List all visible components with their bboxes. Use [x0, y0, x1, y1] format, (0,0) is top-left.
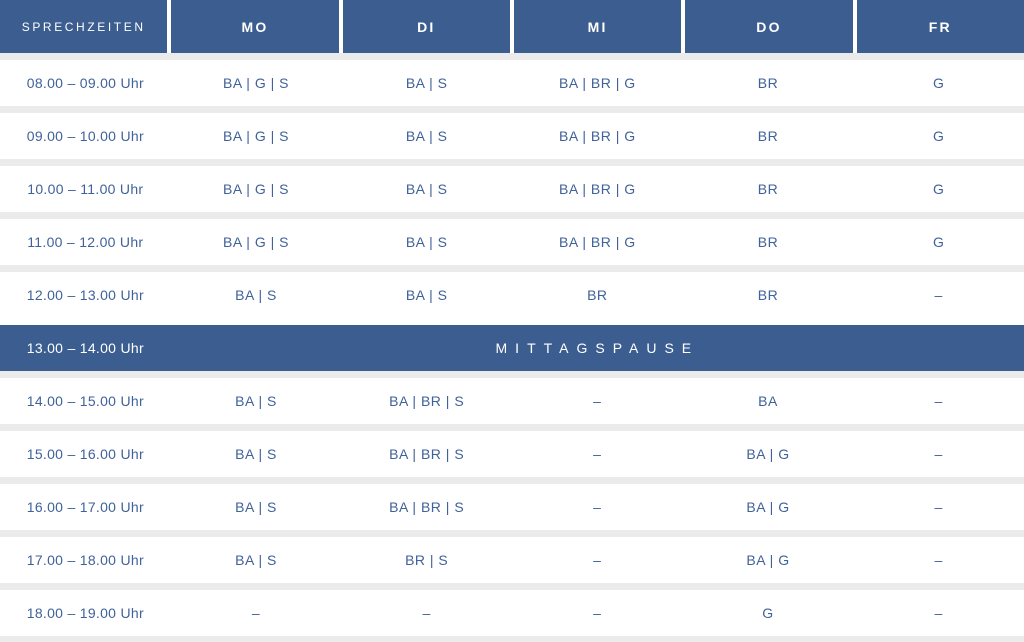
cell-do: BA | G	[746, 499, 790, 515]
cell-mo: BA | S	[235, 287, 277, 303]
table-row: 09.00 – 10.00 Uhr BA | G | S BA | S BA |…	[0, 113, 1024, 159]
cell-fr: –	[934, 287, 943, 303]
cell-di: BA | S	[405, 287, 448, 303]
header-day-do: DO	[685, 0, 853, 53]
cell-mo: BA | S	[235, 446, 277, 462]
cell-di: BA | S	[405, 75, 448, 91]
cell-do: BR	[757, 287, 779, 303]
row-separator	[0, 212, 1024, 219]
cell-di: BA | S	[405, 128, 448, 144]
row-separator	[0, 265, 1024, 272]
lunch-break-label: MITTAGSPAUSE	[495, 340, 700, 356]
cell-fr: –	[934, 499, 943, 515]
row-separator	[0, 159, 1024, 166]
cell-do: BR	[757, 75, 779, 91]
cell-mi: BR	[587, 287, 608, 303]
cell-mi: BA | BR | G	[559, 181, 636, 197]
time-cell: 12.00 – 13.00 Uhr	[26, 287, 144, 303]
cell-mi: –	[593, 393, 602, 409]
time-cell: 09.00 – 10.00 Uhr	[26, 128, 144, 144]
cell-do: BR	[757, 128, 779, 144]
row-separator	[0, 530, 1024, 537]
header-time-label: SPRECHZEITEN	[0, 0, 168, 53]
cell-fr: –	[934, 393, 943, 409]
time-cell: 18.00 – 19.00 Uhr	[26, 605, 144, 621]
cell-mo: BA | S	[235, 499, 277, 515]
time-cell: 08.00 – 09.00 Uhr	[26, 75, 144, 91]
cell-mo: BA | S	[235, 552, 277, 568]
cell-do: BR	[757, 181, 779, 197]
time-cell: 16.00 – 17.00 Uhr	[26, 499, 144, 515]
cell-mo: BA | G | S	[223, 181, 289, 197]
row-separator	[0, 477, 1024, 484]
cell-mo: BA | G | S	[223, 75, 289, 91]
cell-mi: –	[593, 552, 602, 568]
table-row: 08.00 – 09.00 Uhr BA | G | S BA | S BA |…	[0, 60, 1024, 106]
header-day-mo: MO	[171, 0, 339, 53]
cell-do: BA | G	[746, 446, 790, 462]
row-separator	[0, 371, 1024, 378]
time-cell: 11.00 – 12.00 Uhr	[27, 234, 144, 250]
row-separator	[0, 583, 1024, 590]
cell-do: BA	[758, 393, 778, 409]
table-row: 16.00 – 17.00 Uhr BA | S BA | BR | S – B…	[0, 484, 1024, 530]
cell-mi: BA | BR | G	[559, 128, 636, 144]
cell-fr: G	[932, 234, 945, 250]
row-separator	[0, 53, 1024, 60]
header-day-di: DI	[342, 0, 510, 53]
lunch-break-row: 13.00 – 14.00 Uhr MITTAGSPAUSE	[0, 325, 1024, 371]
cell-mi: –	[593, 605, 602, 621]
cell-mo: –	[251, 605, 261, 621]
time-cell: 14.00 – 15.00 Uhr	[26, 393, 144, 409]
cell-di: BA | S	[405, 181, 448, 197]
cell-mi: BA | BR | G	[559, 234, 636, 250]
cell-di: BA | BR | S	[389, 499, 465, 515]
cell-fr: G	[932, 128, 945, 144]
cell-mi: –	[593, 499, 602, 515]
cell-di: BA | BR | S	[389, 393, 465, 409]
cell-mo: BA | G | S	[223, 128, 289, 144]
cell-do: BR	[757, 234, 779, 250]
cell-fr: –	[934, 605, 943, 621]
row-separator	[0, 424, 1024, 431]
time-cell: 15.00 – 16.00 Uhr	[26, 446, 144, 462]
cell-fr: G	[932, 181, 945, 197]
table-row: 17.00 – 18.00 Uhr BA | S BR | S – BA | G…	[0, 537, 1024, 583]
cell-fr: –	[934, 552, 943, 568]
cell-di: BA | BR | S	[389, 446, 465, 462]
cell-mo: BA | G | S	[223, 234, 289, 250]
table-header: SPRECHZEITEN MO DI MI DO FR	[0, 0, 1024, 53]
row-separator	[0, 318, 1024, 325]
cell-mi: BA | BR | G	[559, 75, 636, 91]
cell-do: G	[762, 605, 774, 621]
table-row: 12.00 – 13.00 Uhr BA | S BA | S BR BR –	[0, 272, 1024, 318]
row-separator	[0, 636, 1024, 642]
table-row: 18.00 – 19.00 Uhr – – – G –	[0, 590, 1024, 636]
header-day-mi: MI	[513, 0, 682, 53]
time-cell: 10.00 – 11.00 Uhr	[27, 181, 144, 197]
cell-di: BR | S	[405, 552, 449, 568]
cell-di: –	[422, 605, 431, 621]
table-row: 11.00 – 12.00 Uhr BA | G | S BA | S BA |…	[0, 219, 1024, 265]
header-day-fr: FR	[856, 0, 1024, 53]
cell-fr: –	[934, 446, 943, 462]
cell-mo: BA | S	[235, 393, 277, 409]
time-cell: 13.00 – 14.00 Uhr	[26, 340, 144, 356]
row-separator	[0, 106, 1024, 113]
cell-mi: –	[593, 446, 602, 462]
cell-fr: G	[932, 75, 945, 91]
table-row: 14.00 – 15.00 Uhr BA | S BA | BR | S – B…	[0, 378, 1024, 424]
table-row: 15.00 – 16.00 Uhr BA | S BA | BR | S – B…	[0, 431, 1024, 477]
table-row: 10.00 – 11.00 Uhr BA | G | S BA | S BA |…	[0, 166, 1024, 212]
time-cell: 17.00 – 18.00 Uhr	[26, 552, 144, 568]
cell-di: BA | S	[405, 234, 448, 250]
cell-do: BA | G	[746, 552, 790, 568]
